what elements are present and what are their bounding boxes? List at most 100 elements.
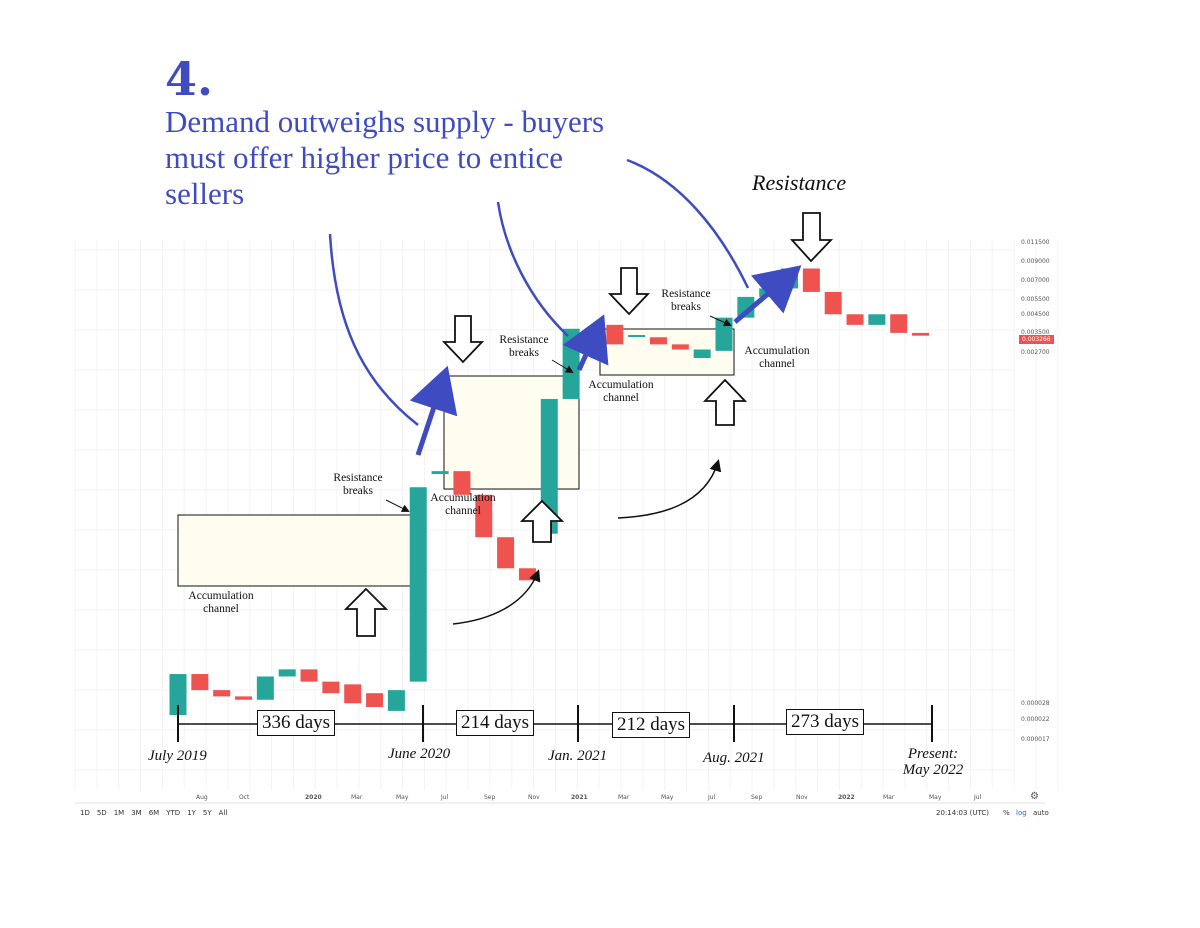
accumulation-channel-box xyxy=(177,514,424,587)
resistance-pointer xyxy=(709,315,732,327)
candle xyxy=(890,314,908,333)
accumulation-label: Accumulation channel xyxy=(744,345,810,370)
time-axis-tick: Oct xyxy=(239,794,250,801)
range-button[interactable]: 5Y xyxy=(202,809,212,817)
range-button[interactable]: 3M xyxy=(131,809,142,817)
candle xyxy=(256,676,274,700)
candle xyxy=(540,398,558,534)
range-toolbar: 1D 5D 1M 3M 6M YTD 1Y 5Y All xyxy=(80,809,227,817)
candle xyxy=(518,568,536,581)
candle xyxy=(868,314,886,325)
candle xyxy=(606,324,624,345)
candle xyxy=(366,693,384,707)
time-axis-tick: 2020 xyxy=(305,794,322,801)
price-axis-tick: 0.011500 xyxy=(1021,239,1050,246)
clock: 20:14:03 (UTC) xyxy=(936,809,990,817)
candle xyxy=(191,674,209,691)
price-axis-tick: 0.005500 xyxy=(1021,296,1050,303)
flow-arrow xyxy=(617,459,722,519)
timeline-date: Jan. 2021 xyxy=(548,748,608,764)
range-button[interactable]: 1Y xyxy=(187,809,196,817)
up-arrow-icon xyxy=(519,499,565,543)
price-axis-tick: 0.007000 xyxy=(1021,277,1050,284)
time-axis-tick: Mar xyxy=(351,794,363,801)
timeline-date: June 2020 xyxy=(388,746,451,762)
resistance-pointer xyxy=(385,499,410,512)
duration-box: 336 days xyxy=(257,710,336,736)
candle xyxy=(671,344,689,350)
step-number: 4. xyxy=(165,52,214,106)
candle xyxy=(802,268,820,292)
pointer-curve xyxy=(496,201,569,337)
candle xyxy=(300,669,318,682)
down-arrow-icon xyxy=(607,267,651,316)
auto-toggle[interactable]: auto xyxy=(1033,809,1049,817)
timeline-date: Present: May 2022 xyxy=(902,746,964,778)
candle xyxy=(387,690,405,711)
accumulation-channels xyxy=(177,328,735,587)
time-axis-tick: Mar xyxy=(618,794,630,801)
timeline-date: July 2019 xyxy=(148,748,207,764)
candle xyxy=(431,471,449,475)
time-axis-tick: May xyxy=(929,794,942,801)
heading-text: Demand outweighs supply - buyers must of… xyxy=(165,104,605,211)
duration-box: 212 days xyxy=(612,712,691,738)
price-axis-tick: 0.009000 xyxy=(1021,258,1050,265)
time-axis-tick: 2021 xyxy=(571,794,588,801)
candle xyxy=(409,487,427,682)
candle xyxy=(497,537,515,569)
range-button[interactable]: 1D xyxy=(80,809,90,817)
range-button[interactable]: YTD xyxy=(166,809,181,817)
up-arrow-icon xyxy=(702,378,748,426)
duration-box: 214 days xyxy=(456,710,535,736)
candle xyxy=(824,291,842,315)
up-arrow-icon xyxy=(343,587,389,637)
flow-arrow xyxy=(452,569,541,625)
candle xyxy=(737,296,755,318)
range-button[interactable]: All xyxy=(218,809,228,817)
breakout-arrow xyxy=(562,314,609,372)
range-button[interactable]: 6M xyxy=(148,809,160,817)
percent-toggle[interactable]: % xyxy=(1003,809,1010,817)
time-axis-tick: May xyxy=(661,794,674,801)
timeline-date: Aug. 2021 xyxy=(703,750,765,766)
candle xyxy=(169,674,187,715)
price-axis-tick: 0.004500 xyxy=(1021,311,1050,318)
price-axis-tick: 0.003500 xyxy=(1021,329,1050,336)
accumulation-label: Accumulation channel xyxy=(188,590,254,615)
price-axis-tick: 0.000022 xyxy=(1021,716,1050,723)
price-axis-tick: 0.000017 xyxy=(1021,736,1050,743)
resistance-breaks-label: Resistance breaks xyxy=(333,472,383,497)
candle xyxy=(453,471,471,495)
range-button[interactable]: 1M xyxy=(113,809,125,817)
log-toggle[interactable]: log xyxy=(1016,809,1027,817)
time-axis-tick: Nov xyxy=(528,794,540,801)
pointer-curve xyxy=(328,233,419,426)
time-axis-tick: Sep xyxy=(751,794,763,801)
time-axis-tick: 2022 xyxy=(838,794,855,801)
resistance-pointer xyxy=(551,359,574,374)
time-axis-tick: May xyxy=(396,794,409,801)
time-axis-tick: Jul xyxy=(974,794,982,801)
down-arrow-icon xyxy=(441,315,485,364)
range-button[interactable]: 5D xyxy=(96,809,107,817)
candle xyxy=(628,335,646,338)
current-price-badge: 0.003266 xyxy=(1019,335,1054,344)
gear-icon[interactable]: ⚙ xyxy=(1030,791,1039,802)
candles xyxy=(169,268,930,715)
candle xyxy=(213,690,231,697)
candle xyxy=(562,328,580,399)
candle xyxy=(912,332,930,336)
candle xyxy=(846,314,864,325)
accumulation-label: Accumulation channel xyxy=(430,492,496,517)
breakout-arrow xyxy=(409,365,458,456)
candle xyxy=(322,681,340,694)
time-axis-tick: Jul xyxy=(708,794,716,801)
pointer-curve xyxy=(626,158,750,289)
price-axis-tick: 0.000028 xyxy=(1021,700,1050,707)
resistance-breaks-label: Resistance breaks xyxy=(499,334,549,359)
candle xyxy=(649,337,667,345)
accumulation-label: Accumulation channel xyxy=(588,379,654,404)
candle xyxy=(475,494,493,538)
candle xyxy=(344,684,362,704)
